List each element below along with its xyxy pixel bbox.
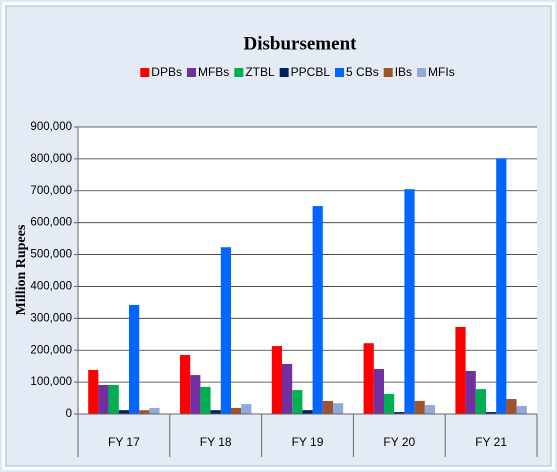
bar <box>108 384 119 414</box>
y-tick-label: 500,000 <box>30 249 72 261</box>
legend-swatch <box>383 68 393 77</box>
bar <box>98 384 109 414</box>
bar <box>210 410 221 414</box>
y-tick-label: 600,000 <box>30 217 72 229</box>
bar <box>414 400 425 414</box>
y-tick-label: 900,000 <box>30 121 72 133</box>
bar <box>424 405 435 414</box>
y-tick-label: 300,000 <box>30 312 72 324</box>
x-tick-label: FY 19 <box>292 435 324 449</box>
bar <box>118 410 129 414</box>
bar <box>373 369 384 414</box>
bar <box>220 247 231 414</box>
bar <box>180 355 191 414</box>
x-tick-label: FY 18 <box>200 435 232 449</box>
bar <box>506 399 517 414</box>
bar <box>241 404 252 414</box>
legend-label: IBs <box>395 65 412 79</box>
legend-swatch <box>335 68 345 77</box>
bar <box>496 158 507 414</box>
x-tick-label: FY 20 <box>383 435 415 449</box>
bar <box>231 407 242 414</box>
bar <box>292 390 303 414</box>
bar <box>190 375 201 414</box>
bar <box>88 369 99 414</box>
bar <box>486 412 497 414</box>
x-tick-label: FY 21 <box>475 435 507 449</box>
bar <box>465 370 476 414</box>
bar <box>282 363 293 414</box>
legend-swatch <box>417 68 427 77</box>
bar <box>455 326 466 414</box>
bar <box>333 403 344 414</box>
y-tick-label: 0 <box>66 408 72 420</box>
legend-label: ZTBL <box>245 65 275 79</box>
y-tick-label: 700,000 <box>30 185 72 197</box>
legend-swatch <box>186 68 196 77</box>
bar <box>200 386 211 414</box>
bar <box>139 410 150 414</box>
chart-title: Disbursement <box>244 33 358 54</box>
bar <box>149 407 160 414</box>
y-axis-label: Million Rupees <box>14 224 29 315</box>
bar <box>404 189 415 414</box>
y-tick-label: 400,000 <box>30 280 72 292</box>
bar <box>394 412 405 414</box>
legend-label: MFBs <box>198 65 229 79</box>
bar <box>475 389 486 414</box>
bar <box>363 343 374 414</box>
legend-swatch <box>234 68 244 77</box>
bar <box>516 406 527 414</box>
y-tick-label: 200,000 <box>30 344 72 356</box>
bar <box>384 393 395 414</box>
bar <box>129 304 140 414</box>
legend-label: 5 CBs <box>346 65 379 79</box>
legend-swatch <box>140 68 150 77</box>
bar <box>302 410 313 414</box>
bar <box>322 400 333 414</box>
legend-label: MFIs <box>428 65 455 79</box>
x-tick-label: FY 17 <box>108 435 140 449</box>
legend-swatch <box>279 68 289 77</box>
y-tick-label: 100,000 <box>30 376 72 388</box>
y-tick-label: 800,000 <box>30 153 72 165</box>
bar <box>312 206 323 414</box>
legend-label: DPBs <box>151 65 182 79</box>
legend-label: PPCBL <box>291 65 331 79</box>
bar <box>271 346 282 414</box>
